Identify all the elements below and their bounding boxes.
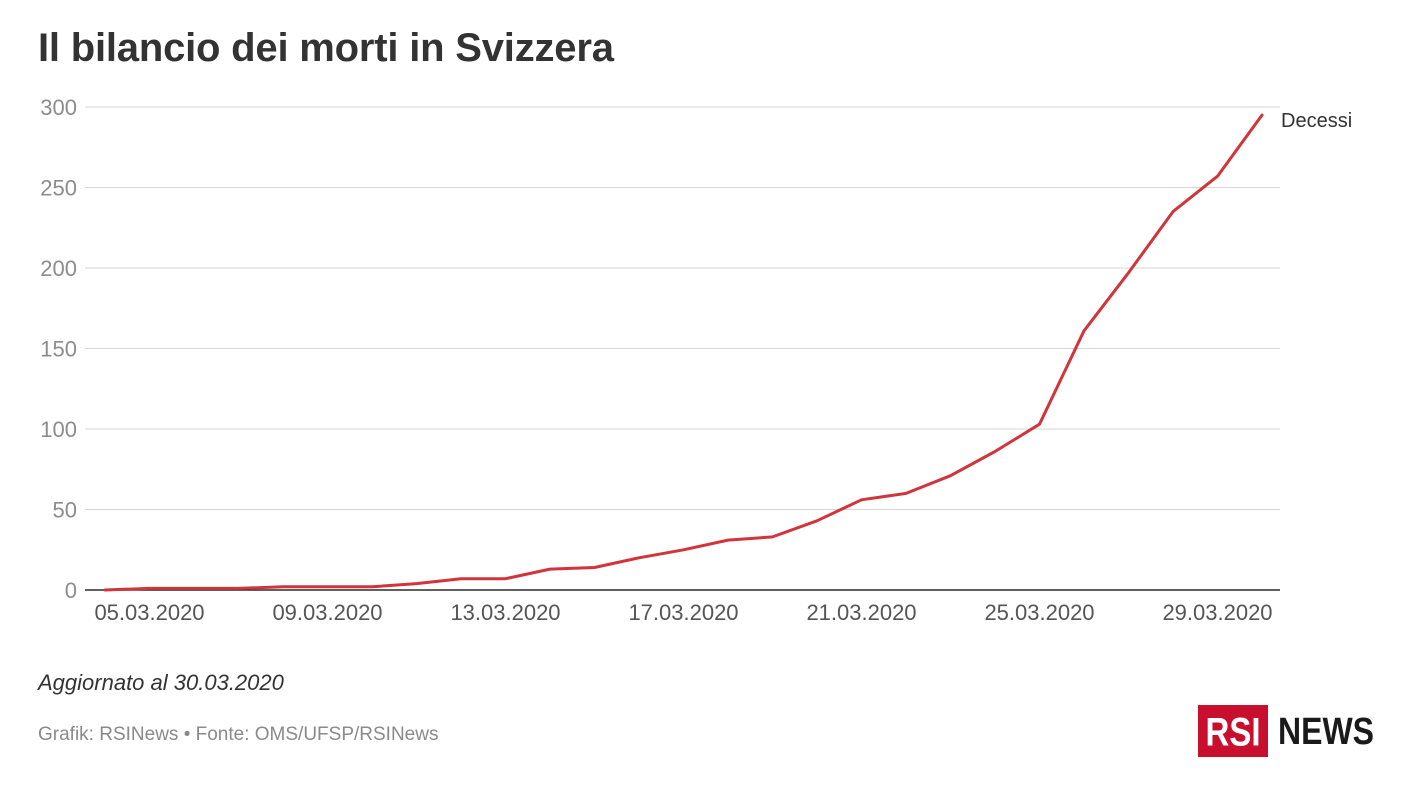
gridlines xyxy=(85,106,1280,591)
x-tick-label: 13.03.2020 xyxy=(450,600,560,625)
logo-brand-box: RSI xyxy=(1198,705,1268,757)
x-axis: 05.03.2020 09.03.2020 13.03.2020 17.03.2020… xyxy=(94,600,1272,625)
y-tick-label: 150 xyxy=(40,337,77,362)
logo-brand-text: RSI xyxy=(1205,708,1261,754)
series-labels: Decessi xyxy=(1281,110,1352,132)
x-tick-label: 09.03.2020 xyxy=(272,600,382,625)
y-tick-label: 0 xyxy=(65,578,77,603)
x-tick-label: 29.03.2020 xyxy=(1162,600,1272,625)
y-tick-label: 250 xyxy=(40,176,77,201)
x-tick-label: 25.03.2020 xyxy=(984,600,1094,625)
series-label: Decessi xyxy=(1281,110,1352,132)
chart-title: Il bilancio dei morti in Svizzera xyxy=(38,26,614,70)
y-tick-label: 200 xyxy=(40,256,77,281)
y-tick-label: 50 xyxy=(53,498,77,523)
x-tick-label: 05.03.2020 xyxy=(94,600,204,625)
source-credit: Grafik: RSINews • Fonte: OMS/UFSP/RSINew… xyxy=(38,724,439,745)
series-line-decessi xyxy=(103,113,1264,592)
rsi-news-logo: RSI NEWS xyxy=(1198,705,1374,757)
y-tick-label: 100 xyxy=(40,417,77,442)
x-tick-label: 21.03.2020 xyxy=(806,600,916,625)
logo-news-text: NEWS xyxy=(1278,709,1374,753)
y-tick-label: 300 xyxy=(40,95,77,120)
update-note: Aggiornato al 30.03.2020 xyxy=(38,670,284,695)
y-axis: 0 50 100 150 200 250 300 xyxy=(40,95,77,603)
series-lines xyxy=(103,113,1264,592)
x-tick-label: 17.03.2020 xyxy=(628,600,738,625)
